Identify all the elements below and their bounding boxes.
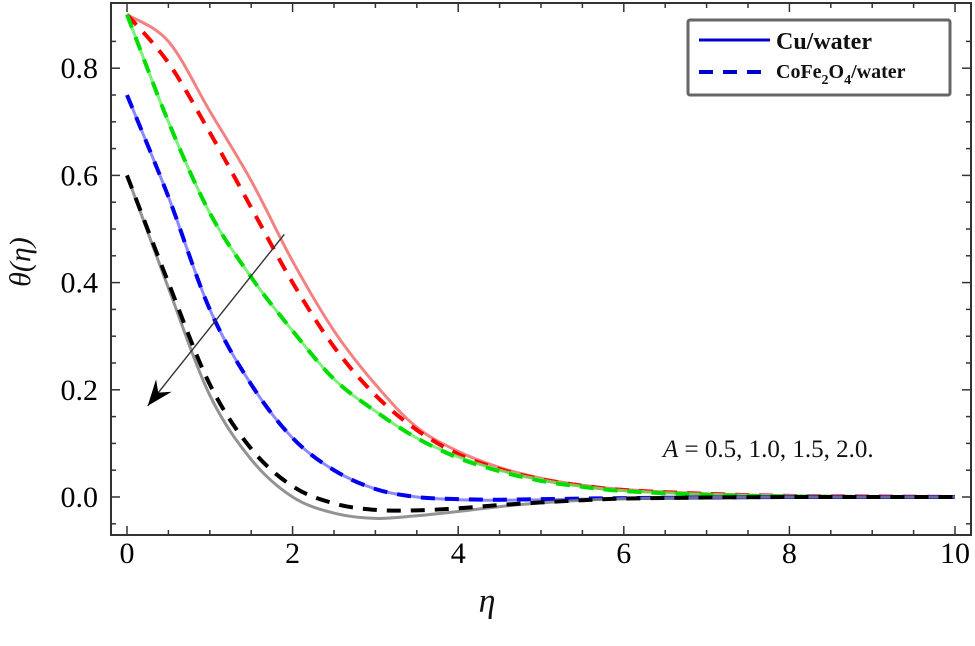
- legend: Cu/water CoFe2O4/water: [686, 18, 952, 97]
- y-axis-label: θ(η): [4, 237, 37, 287]
- curve-cofe2o4-water-a2: [125, 174, 956, 513]
- x-tick-label: 4: [451, 537, 466, 570]
- axis-labels: η θ(η): [4, 237, 495, 620]
- x-tick-label: 8: [782, 537, 797, 570]
- curve-cu-water-a2: [125, 174, 956, 520]
- legend-label-cu-water: Cu/water: [776, 29, 872, 55]
- x-tick-label: 6: [616, 537, 631, 570]
- axes: 0 2 4 6 8 10 0.0 0.2 0.4 0.6 0.8: [61, 2, 972, 570]
- y-tick-label: 0.8: [61, 52, 99, 85]
- legend-label-cofe2o4-water: CoFe2O4/water: [776, 61, 906, 88]
- y-tick-label: 0.6: [61, 159, 99, 192]
- trend-arrow: [147, 233, 285, 407]
- curve-cofe2o4-water-a0-5: [125, 13, 956, 499]
- y-tick-label: 0.4: [61, 267, 99, 300]
- x-tick-label: 2: [285, 537, 300, 570]
- x-tick-label: 0: [120, 537, 135, 570]
- arrow-line: [147, 233, 285, 407]
- parameter-annotation: A = 0.5, 1.0, 1.5, 2.0.: [661, 436, 874, 463]
- arrow-head-icon: [147, 379, 172, 406]
- annotation-text: A = 0.5, 1.0, 1.5, 2.0.: [661, 436, 874, 463]
- curve-cofe2o4-water-a1-5: [125, 94, 956, 502]
- x-axis-label: η: [479, 583, 496, 620]
- data-curves: [125, 13, 956, 520]
- y-tick-label: 0.2: [61, 374, 99, 407]
- x-tick-label: 10: [940, 537, 970, 570]
- y-tick-label: 0.0: [61, 481, 99, 514]
